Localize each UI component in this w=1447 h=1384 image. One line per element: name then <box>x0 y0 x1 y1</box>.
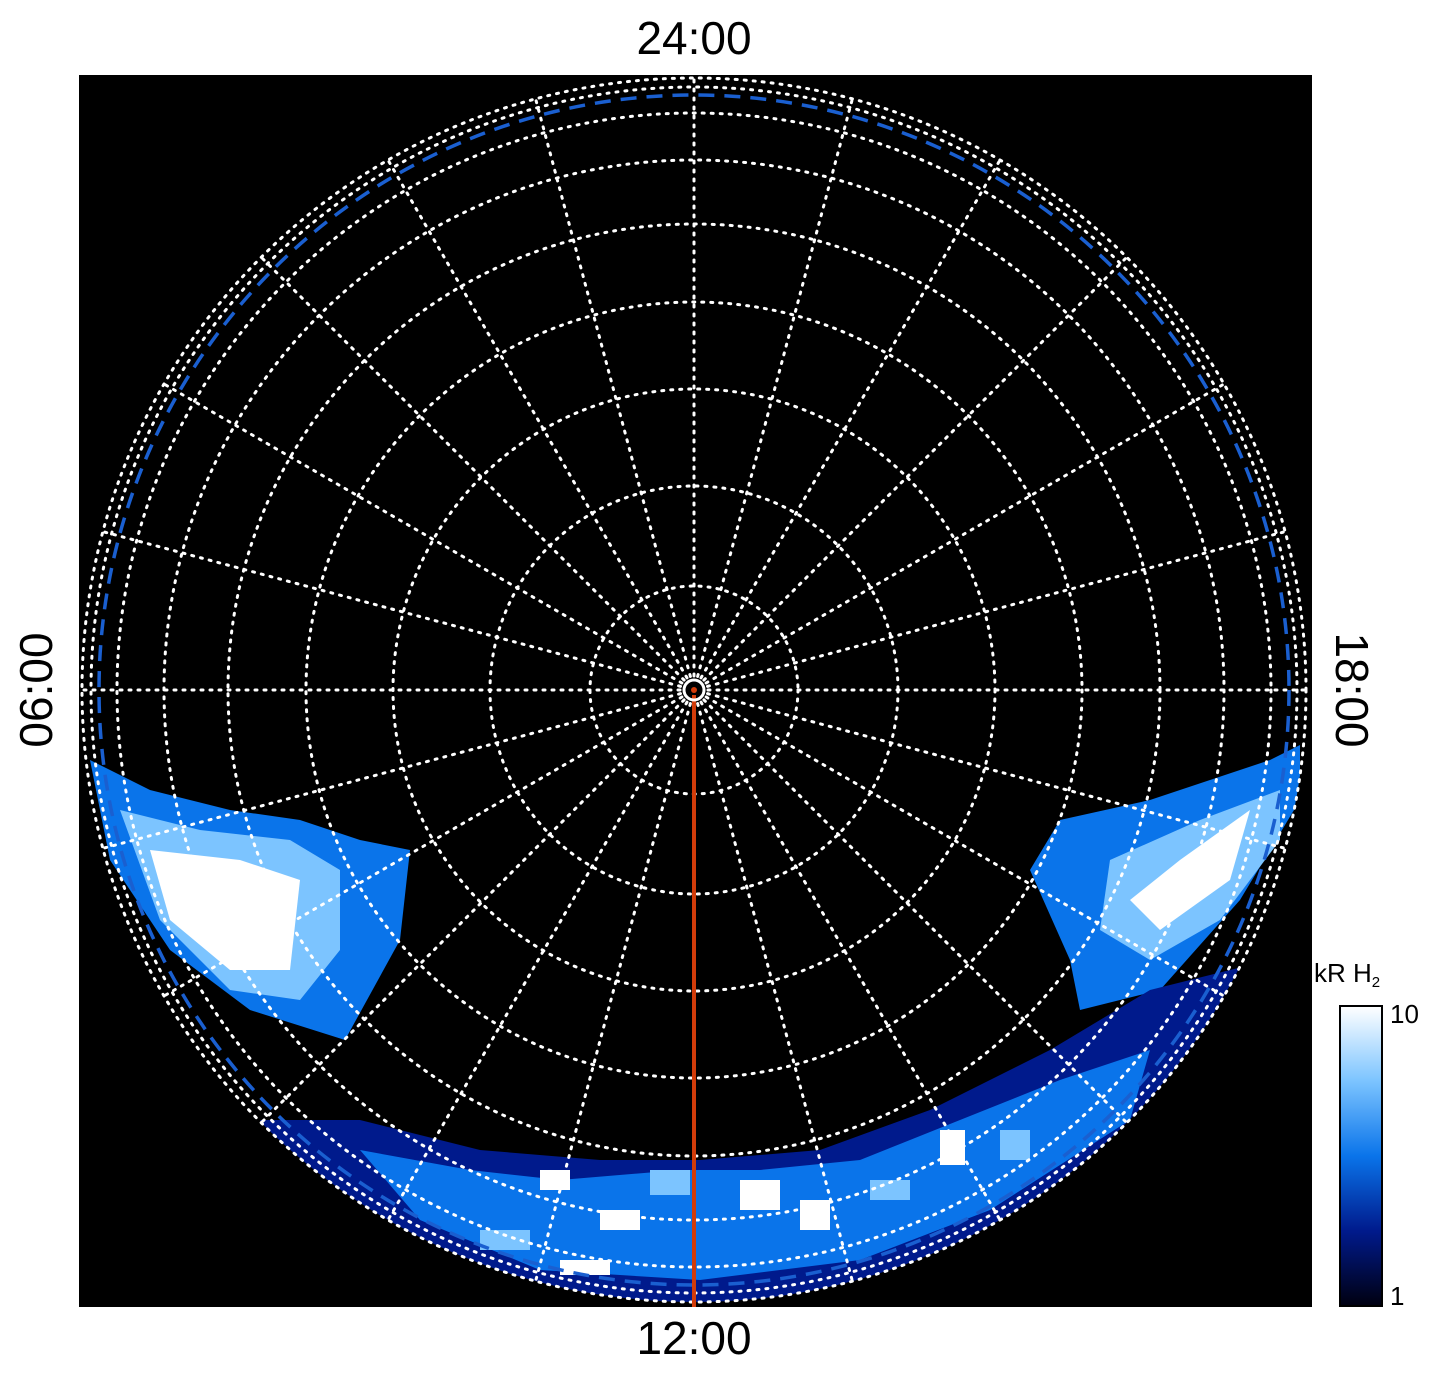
colorbar-label: kR H2 <box>1314 958 1380 991</box>
grid-spoke <box>699 700 1002 1222</box>
grid-spoke <box>101 530 682 688</box>
grid-spoke <box>534 702 692 1283</box>
dawn-emission <box>150 850 300 970</box>
grid-spoke <box>259 255 686 682</box>
local-time-label: 18:00 <box>1326 632 1378 747</box>
local-time-label: 24:00 <box>636 12 751 64</box>
grid-spoke <box>699 158 1002 680</box>
dusk-emission <box>1130 810 1250 930</box>
grid-spoke <box>162 382 684 685</box>
grid-spoke <box>101 692 682 850</box>
pole-marker <box>682 678 706 702</box>
reference-oval <box>97 93 1291 1287</box>
grid-spoke <box>704 382 1226 685</box>
grid-circle <box>80 76 1308 1304</box>
colorbar-label-subscript: 2 <box>1372 974 1380 991</box>
grid-spoke <box>534 97 692 678</box>
grid-circle <box>304 300 1084 1080</box>
pole-dot <box>691 687 697 693</box>
noon-emission <box>360 1050 1150 1280</box>
grid-spoke <box>386 700 689 1222</box>
grid-spoke <box>162 695 684 998</box>
colorbar-tick-label: 1 <box>1390 1281 1404 1311</box>
mid-patches <box>480 1130 1030 1250</box>
grid-spoke <box>702 698 1129 1125</box>
grid-spoke <box>696 702 854 1283</box>
grid-spoke <box>706 530 1287 688</box>
grid-spoke <box>704 695 1226 998</box>
grid-spoke <box>696 97 854 678</box>
local-time-label: 06:00 <box>10 632 62 747</box>
colorbar-label-text: kR H <box>1314 958 1372 988</box>
bright-patches <box>540 1130 965 1275</box>
grid-circle <box>115 111 1273 1269</box>
grid-spoke <box>259 698 686 1125</box>
grid-spoke <box>386 158 689 680</box>
colorbar <box>1339 1005 1383 1307</box>
grid-spoke <box>706 692 1287 850</box>
grid-spoke <box>702 255 1129 682</box>
colorbar-tick-label: 10 <box>1390 999 1419 1029</box>
local-time-label: 12:00 <box>636 1312 751 1364</box>
